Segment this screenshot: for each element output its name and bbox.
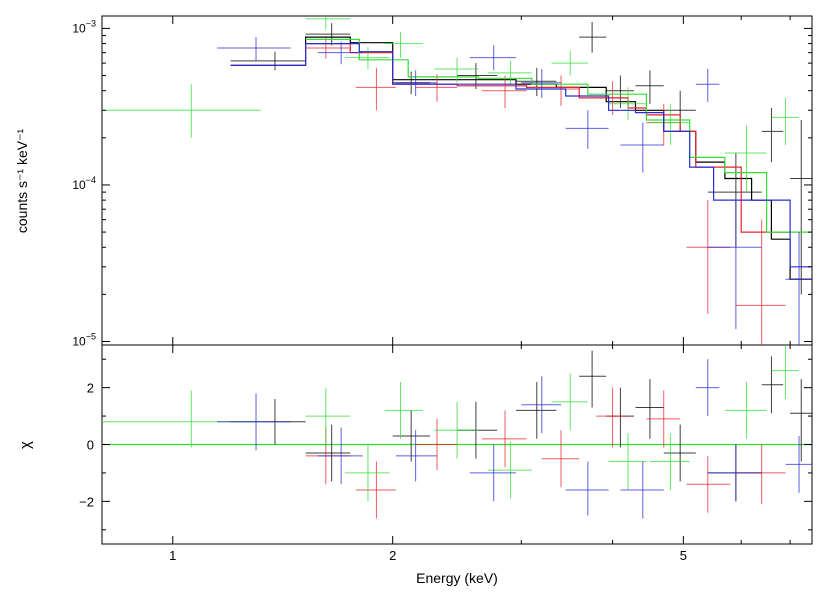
series-blue-residuals: [217, 359, 812, 519]
bottom-panel: [102, 345, 812, 519]
y-axis-label-bottom: χ: [17, 441, 34, 449]
series-red-spectrum: [305, 37, 791, 345]
y-bottom-tick-label: 0: [87, 438, 94, 453]
x-tick-label-1: 1: [169, 548, 176, 563]
top-panel: [102, 16, 812, 345]
series-red-residuals: [305, 387, 786, 519]
y-bottom-tick-label: −2: [79, 494, 94, 509]
series-green-model: [305, 38, 812, 233]
x-tick-label-2: 2: [389, 548, 396, 563]
plot-frame: [101, 15, 813, 545]
x-tick-label-5: 5: [680, 548, 687, 563]
x-axis-label: Energy (keV): [416, 570, 498, 586]
series-blue-model: [230, 43, 812, 268]
series-black-residuals: [230, 350, 812, 502]
y-top-tick-label: 10−5: [72, 332, 96, 349]
axes: 1 2 5 10−3 10−4 10−5 2 0 −2: [72, 16, 812, 563]
series-green-residuals: [102, 345, 800, 502]
y-bottom-tick-label: 2: [87, 381, 94, 396]
series-green-spectrum: [102, 16, 812, 233]
series-red-model: [305, 43, 791, 233]
series-blue-spectrum: [217, 37, 812, 345]
y-axis-label-top: counts s⁻¹ keV⁻¹: [14, 129, 30, 234]
y-top-tick-label: 10−4: [72, 175, 96, 192]
y-top-tick-label: 10−3: [72, 18, 96, 35]
